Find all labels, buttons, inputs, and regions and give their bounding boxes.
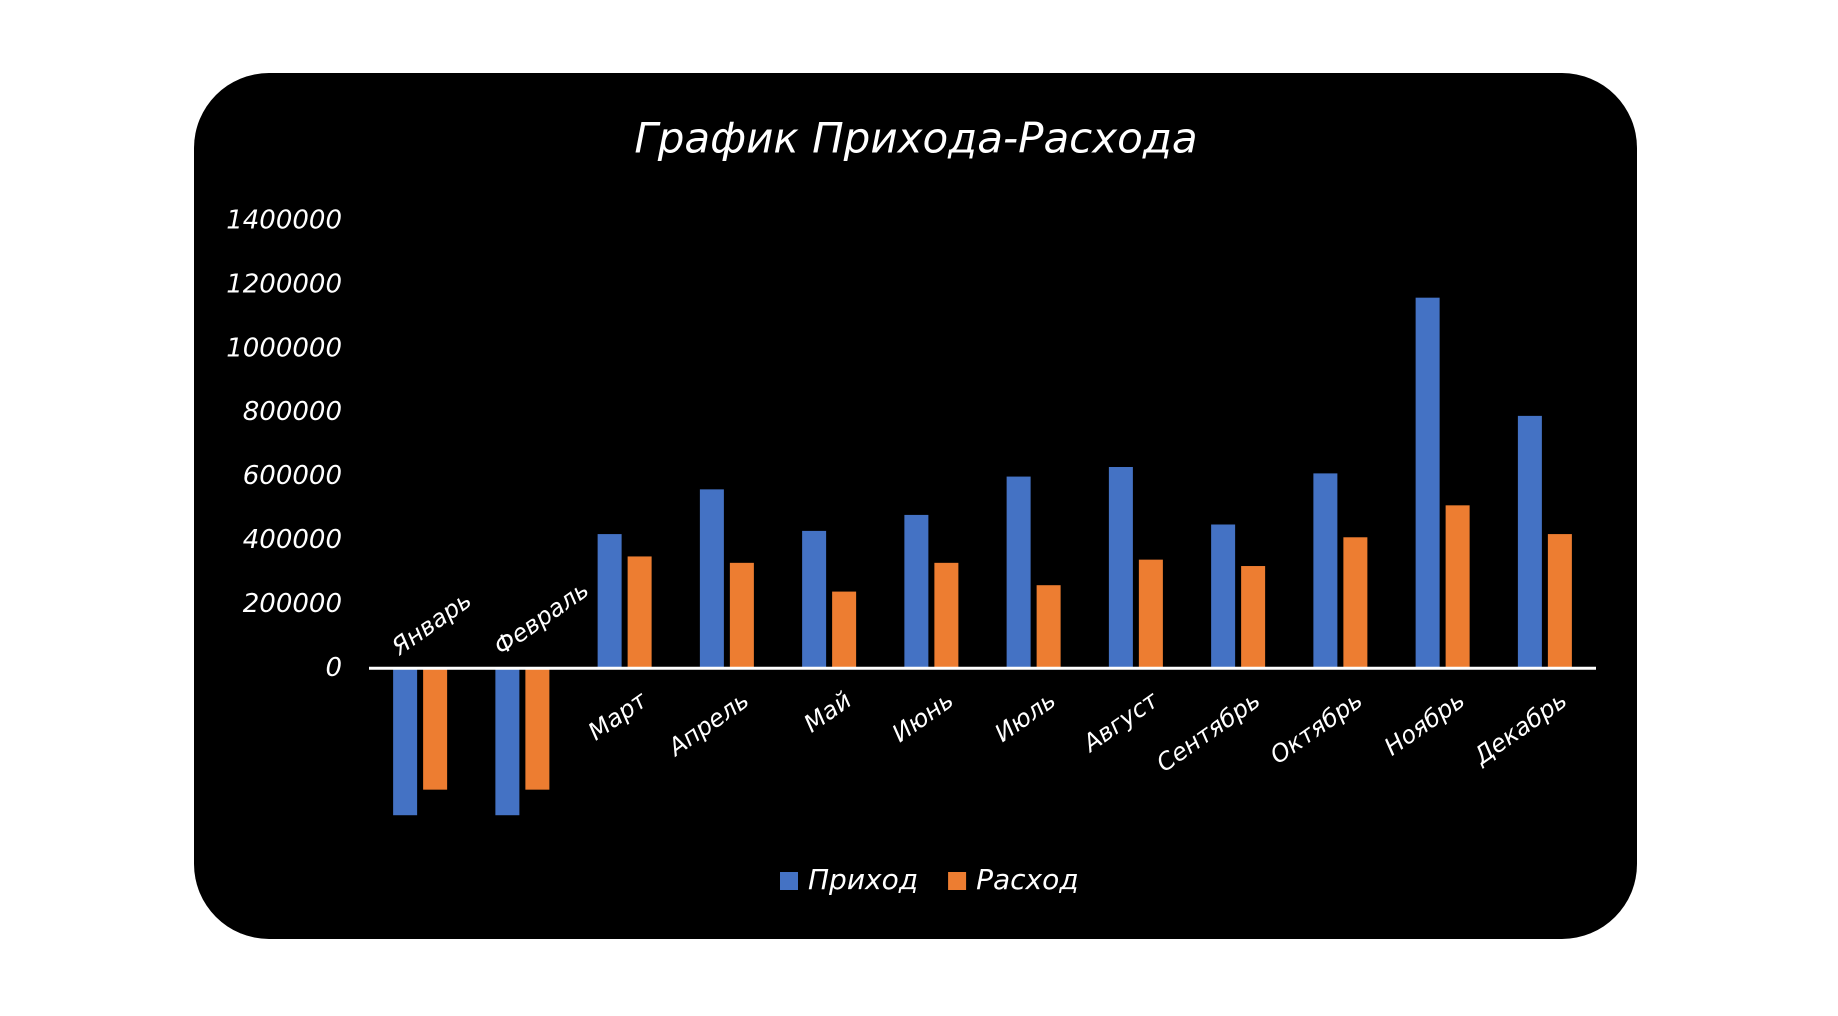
legend-label: Расход: [976, 863, 1079, 896]
bar: [627, 556, 652, 669]
bar: [423, 668, 448, 790]
bar: [1241, 566, 1266, 669]
bar: [934, 562, 959, 669]
bar: [1517, 415, 1542, 669]
bar: [904, 514, 929, 669]
chart-title: График Прихода-Расхода: [634, 114, 1197, 163]
bar: [1343, 537, 1368, 669]
bar: [525, 668, 550, 790]
bar: [597, 534, 622, 669]
bar: [1036, 585, 1061, 669]
y-tick-label: 1400000: [226, 206, 342, 236]
chart-background: [194, 73, 1637, 939]
bar: [1415, 297, 1440, 669]
y-tick-label: 400000: [243, 525, 342, 555]
y-tick-label: 1200000: [226, 269, 342, 299]
legend-label: Приход: [808, 863, 918, 896]
y-tick-label: 800000: [243, 397, 342, 427]
bar: [1006, 476, 1031, 669]
y-tick-label: 200000: [243, 589, 342, 619]
y-tick-label: 600000: [243, 461, 342, 491]
bar: [699, 489, 724, 669]
bar: [1313, 473, 1338, 669]
bar: [1108, 466, 1133, 669]
bar: [1138, 559, 1163, 669]
y-tick-label: 1000000: [226, 333, 342, 363]
bar: [1445, 505, 1470, 669]
y-tick-label: 0: [325, 653, 342, 683]
legend-swatch: [948, 872, 967, 890]
bar: [1547, 534, 1572, 669]
bar: [495, 668, 520, 816]
bar: [802, 530, 827, 669]
legend-swatch: [780, 872, 798, 890]
bar: [832, 591, 857, 669]
bar: [393, 668, 418, 816]
bar: [1211, 524, 1236, 669]
bar: [729, 562, 754, 669]
